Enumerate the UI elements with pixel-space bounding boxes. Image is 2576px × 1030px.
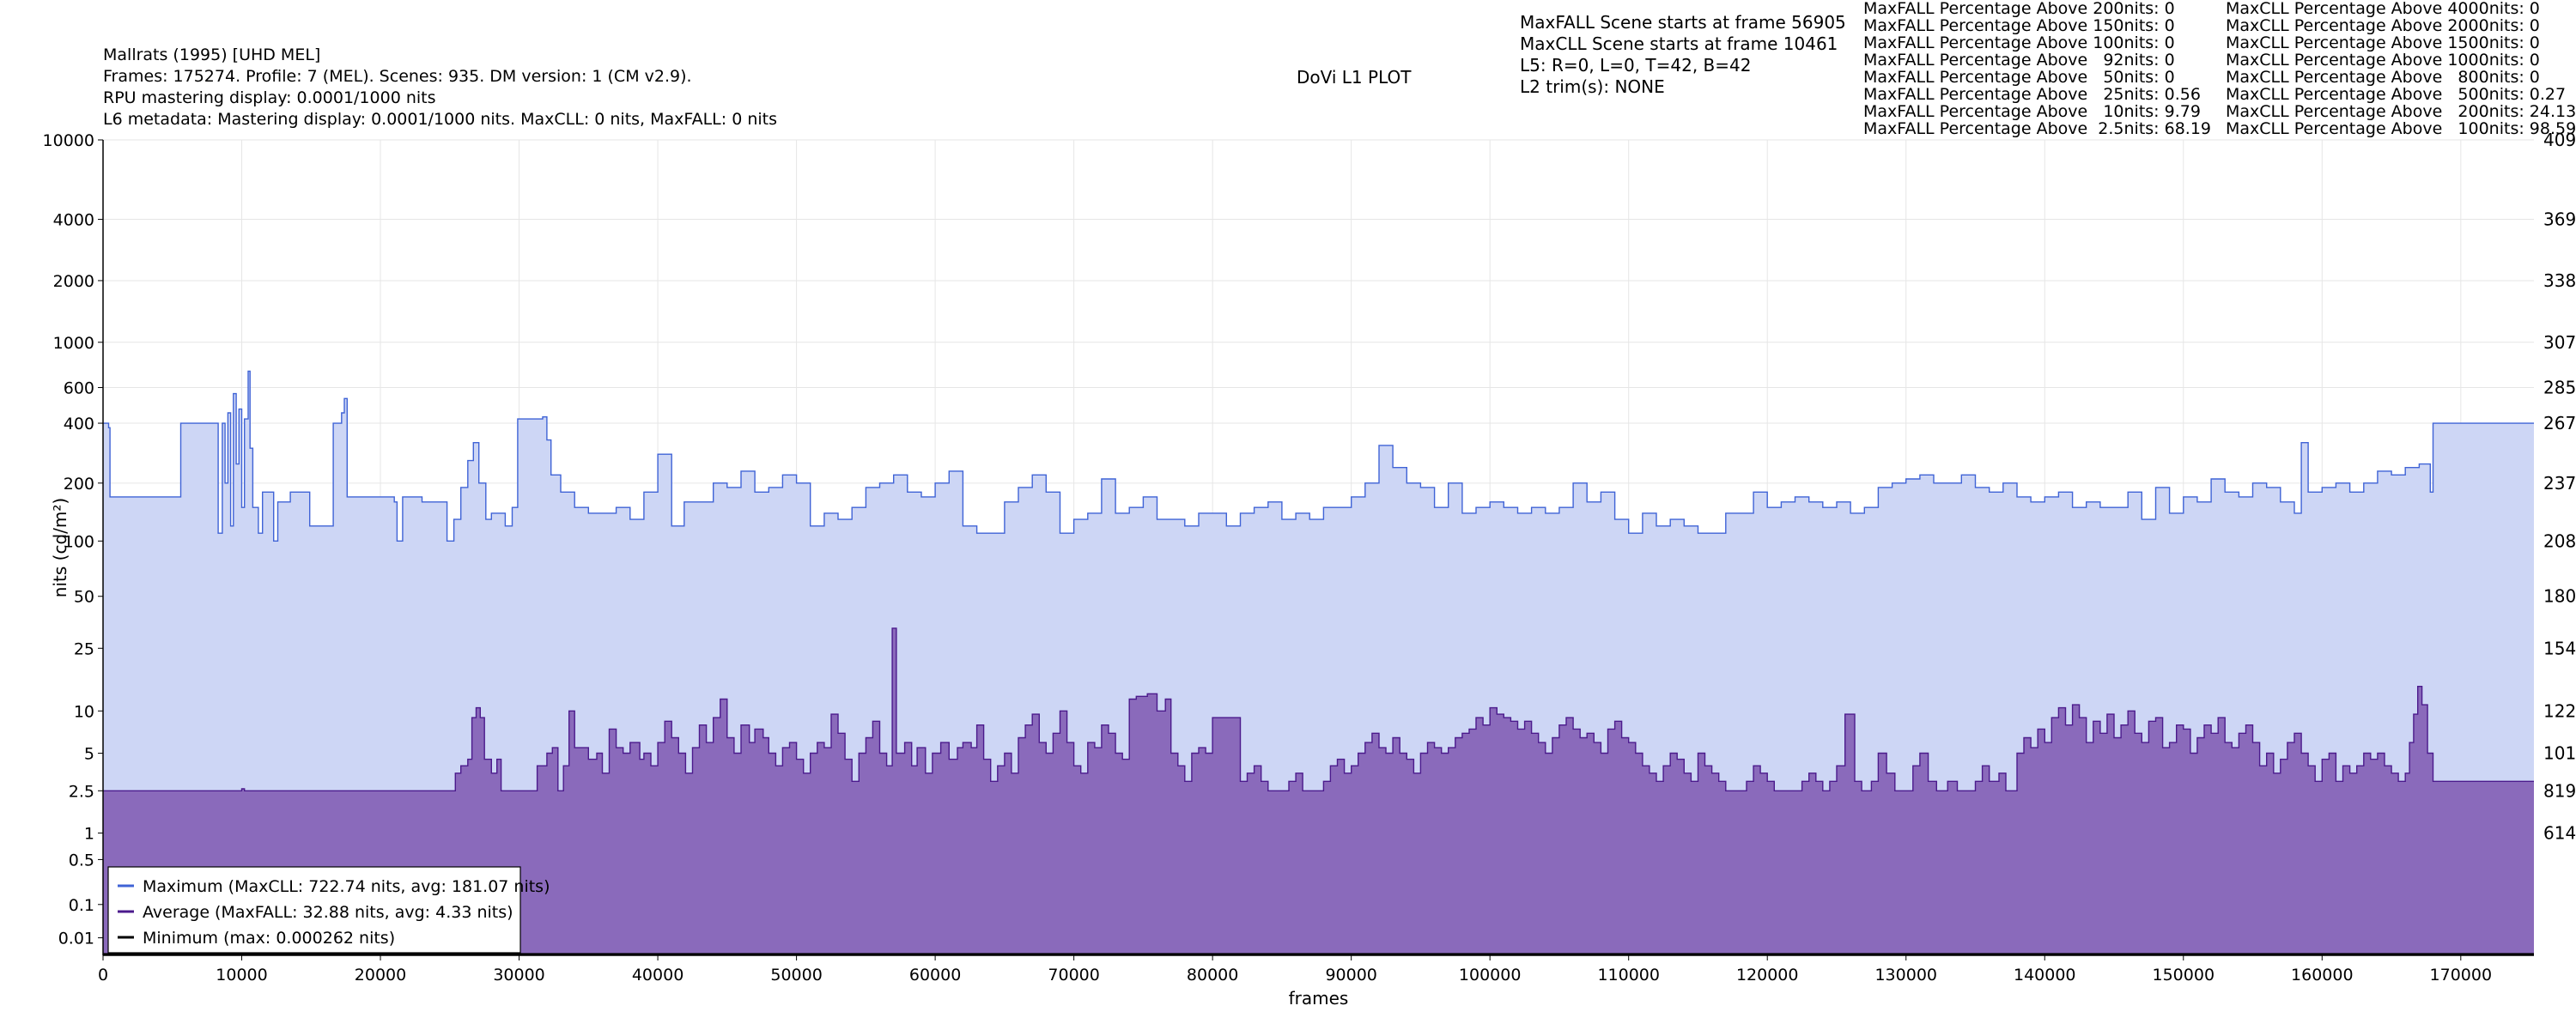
scene-line: L5: R=0, L=0, T=42, B=42	[1520, 55, 1752, 76]
maxcll-percentages: MaxCLL Percentage Above 4000nits: 0 MaxCL…	[2226, 0, 2576, 137]
maxcll-pct-line: MaxCLL Percentage Above 2000nits: 0	[2226, 16, 2540, 35]
maxfall-area	[103, 627, 2534, 955]
info-line: L6 metadata: Mastering display: 0.0001/1…	[103, 110, 778, 129]
pq-code-label: 3079	[2543, 332, 2576, 353]
pq-code-label: 614	[2543, 823, 2576, 844]
maxfall-pct-line: MaxFALL Percentage Above 200nits: 0	[1863, 0, 2175, 18]
info-line: Frames: 175274. Profile: 7 (MEL). Scenes…	[103, 67, 692, 86]
maxfall-pct-line: MaxFALL Percentage Above 25nits: 0.56	[1863, 85, 2201, 104]
maxfall-pct-line: MaxFALL Percentage Above 100nits: 0	[1863, 33, 2175, 52]
y-tick-label: 25	[74, 639, 94, 658]
y-tick-label: 0.5	[69, 851, 94, 869]
maxcll-pct-line: MaxCLL Percentage Above 500nits: 0.27	[2226, 85, 2567, 104]
x-tick-label: 150000	[2153, 966, 2215, 985]
maxfall-percentages: MaxFALL Percentage Above 200nits: 0 MaxFA…	[1863, 0, 2211, 137]
y-tick-label: 0.01	[58, 930, 94, 948]
x-tick-label: 10000	[216, 966, 267, 985]
y-tick-label: 400	[64, 415, 94, 433]
y-axis-label: nits (cd/m²)	[50, 498, 70, 597]
pq-code-label: 1803	[2543, 586, 2576, 607]
maxcll-pct-line: MaxCLL Percentage Above 1000nits: 0	[2226, 51, 2540, 70]
y-tick-label: 2.5	[69, 782, 94, 801]
y-tick-label: 100	[64, 532, 94, 551]
y-tick-label: 600	[64, 379, 94, 398]
scene-line: MaxFALL Scene starts at frame 56905	[1520, 12, 1846, 33]
y-tick-label: 5	[84, 745, 94, 764]
maxcll-pct-line: MaxCLL Percentage Above 200nits: 24.13	[2226, 102, 2576, 121]
x-tick-label: 170000	[2430, 966, 2493, 985]
pq-code-label: 1542	[2543, 638, 2576, 658]
x-tick-label: 60000	[909, 966, 961, 985]
y-tick-label: 50	[74, 588, 94, 607]
x-tick-label: 120000	[1736, 966, 1799, 985]
maxfall-pct-line: MaxFALL Percentage Above 50nits: 0	[1863, 68, 2175, 87]
y-tick-label: 200	[64, 475, 94, 494]
pq-code-label: 3696	[2543, 209, 2576, 230]
info-line: Mallrats (1995) [UHD MEL]	[103, 45, 321, 64]
x-tick-label: 30000	[493, 966, 544, 985]
y-tick-label: 2000	[53, 272, 94, 291]
x-tick-label: 160000	[2291, 966, 2354, 985]
legend-box	[107, 866, 521, 954]
legend-label-min: Minimum (max: 0.000262 nits)	[143, 929, 395, 948]
x-tick-label: 90000	[1325, 966, 1376, 985]
x-tick-label: 100000	[1459, 966, 1522, 985]
y-tick-label: 0.1	[69, 896, 94, 915]
maxcll-pct-line: MaxCLL Percentage Above 800nits: 0	[2226, 68, 2540, 87]
x-tick-label: 140000	[2014, 966, 2076, 985]
pq-code-label: 1229	[2543, 700, 2576, 721]
x-tick-label: 110000	[1597, 966, 1660, 985]
maxfall-pct-line: MaxFALL Percentage Above 2.5nits: 68.19	[1863, 119, 2212, 138]
maxcll-pct-line: MaxCLL Percentage Above 100nits: 98.59	[2226, 119, 2576, 138]
maxcll-line	[103, 370, 2534, 542]
legend-label-avg: Average (MaxFALL: 32.88 nits, avg: 4.33 …	[143, 903, 513, 922]
x-tick-label: 0	[98, 966, 108, 985]
scene-line: L2 trim(s): NONE	[1520, 76, 1665, 97]
pq-code-label: 4095	[2543, 130, 2576, 150]
y-tick-label: 1	[84, 825, 94, 844]
x-tick-label: 20000	[355, 966, 406, 985]
scene-info-block: MaxFALL Scene starts at frame 56905 MaxCL…	[1520, 12, 1846, 98]
pq-code-label: 819	[2543, 780, 2576, 801]
maxfall-line	[103, 627, 2534, 791]
x-tick-label: 80000	[1187, 966, 1238, 985]
maxcll-pct-line: MaxCLL Percentage Above 1500nits: 0	[2226, 33, 2540, 52]
pq-code-label: 2851	[2543, 378, 2576, 398]
y-tick-label: 10	[74, 702, 94, 721]
maxfall-pct-line: MaxFALL Percentage Above 92nits: 0	[1863, 51, 2175, 70]
maxfall-pct-line: MaxFALL Percentage Above 10nits: 9.79	[1863, 102, 2201, 121]
info-line: RPU mastering display: 0.0001/1000 nits	[103, 88, 436, 107]
plot-title: DoVi L1 PLOT	[1297, 67, 1412, 88]
y-tick-label: 10000	[43, 131, 94, 150]
scene-line: MaxCLL Scene starts at frame 10461	[1520, 33, 1838, 54]
pq-code-label: 1015	[2543, 743, 2576, 764]
x-axis-label: frames	[1289, 988, 1349, 1009]
legend-label-max: Maximum (MaxCLL: 722.74 nits, avg: 181.0…	[143, 877, 550, 896]
x-tick-label: 50000	[770, 966, 822, 985]
y-tick-label: 4000	[53, 211, 94, 230]
y-tick-label: 1000	[53, 334, 94, 353]
x-tick-label: 40000	[632, 966, 683, 985]
info-block: Mallrats (1995) [UHD MEL] Frames: 175274.…	[103, 45, 777, 130]
maxfall-pct-line: MaxFALL Percentage Above 150nits: 0	[1863, 16, 2175, 35]
x-tick-label: 70000	[1048, 966, 1099, 985]
pq-code-label: 3388	[2543, 270, 2576, 291]
x-tick-label: 130000	[1874, 966, 1937, 985]
maxcll-pct-line: MaxCLL Percentage Above 4000nits: 0	[2226, 0, 2540, 18]
